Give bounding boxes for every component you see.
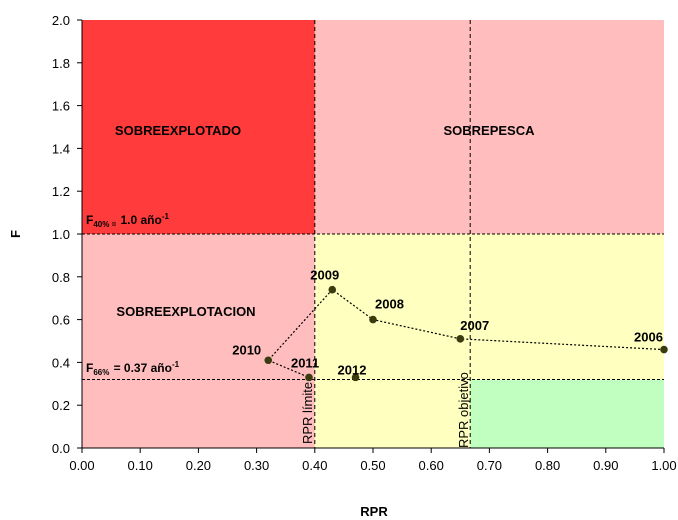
reference-lines bbox=[82, 20, 664, 448]
f40-label: F40% = 1.0 año-1 bbox=[86, 212, 170, 229]
y-tick-label: 1.2 bbox=[52, 184, 70, 199]
zone-backgrounds bbox=[82, 20, 664, 448]
zone-0 bbox=[82, 20, 315, 234]
x-tick-label: 0.00 bbox=[69, 458, 94, 473]
trajectory-path bbox=[267, 288, 665, 378]
y-tick-label: 1.8 bbox=[52, 56, 70, 71]
point-2010 bbox=[264, 356, 273, 365]
point-label-2007: 2007 bbox=[460, 318, 489, 333]
zone-label-sobreexplotacion: SOBREEXPLOTACION bbox=[116, 304, 255, 319]
x-tick-label: 0.60 bbox=[419, 458, 444, 473]
point-2011 bbox=[305, 373, 313, 382]
x-tick-label: 0.10 bbox=[128, 458, 153, 473]
point-label-2012: 2012 bbox=[338, 362, 367, 377]
zone-1 bbox=[314, 20, 664, 234]
point-2009 bbox=[328, 285, 337, 294]
axes: 0.00 0.10 0.20 0.30 0.40 0.50 0.60 0.70 0.80 0.90… bbox=[52, 13, 677, 473]
point-2006 bbox=[660, 345, 668, 354]
zone-5 bbox=[470, 379, 664, 448]
data-points bbox=[264, 285, 668, 382]
y-tick-label: 1.4 bbox=[52, 141, 70, 156]
point-label-2009: 2009 bbox=[310, 268, 339, 283]
point-label-2011: 2011 bbox=[291, 355, 319, 370]
rpr-objetivo-label: RPR objetivo bbox=[456, 372, 471, 448]
zone-3 bbox=[314, 234, 664, 380]
x-tick-label: 0.50 bbox=[360, 458, 385, 473]
point-2007 bbox=[456, 335, 465, 343]
y-tick-label: 0.4 bbox=[52, 355, 70, 370]
point-2012 bbox=[351, 373, 360, 382]
x-tick-label: 0.70 bbox=[477, 458, 502, 473]
trajectory-line bbox=[267, 288, 665, 378]
x-tick-label: 1.00 bbox=[651, 458, 676, 473]
y-tick-label: 2.0 bbox=[52, 13, 70, 28]
zone-2 bbox=[82, 234, 315, 448]
x-axis-title: RPR bbox=[360, 504, 388, 519]
text-labels: 2006 2007 2008 2009 2010 2011 2012 bbox=[232, 268, 663, 378]
point-label-2010: 2010 bbox=[232, 342, 261, 357]
x-tick-label: 0.40 bbox=[302, 458, 327, 473]
y-tick-label: 0.6 bbox=[52, 313, 70, 328]
f66-label: F66% = 0.37 año-1 bbox=[86, 360, 180, 377]
point-2008 bbox=[369, 315, 377, 324]
zone-label-sobrepesca: SOBREPESCA bbox=[443, 123, 535, 138]
y-tick-label: 1.6 bbox=[52, 99, 70, 114]
zone-4 bbox=[314, 379, 471, 448]
y-axis-title: F bbox=[8, 230, 23, 238]
x-tick-label: 0.30 bbox=[244, 458, 269, 473]
x-tick-label: 0.90 bbox=[593, 458, 618, 473]
y-tick-label: 0.8 bbox=[52, 270, 70, 285]
x-tick-label: 0.20 bbox=[186, 458, 211, 473]
point-label-2008: 2008 bbox=[375, 297, 404, 312]
x-tick-label: 0.80 bbox=[535, 458, 560, 473]
y-tick-label: 1.0 bbox=[52, 227, 70, 242]
point-label-2006: 2006 bbox=[634, 330, 663, 345]
zone-label-sobreexplotado: SOBREEXPLOTADO bbox=[115, 123, 241, 138]
rpr-limite-label: RPR límite bbox=[300, 382, 315, 444]
y-tick-label: 0.2 bbox=[52, 398, 70, 413]
y-tick-label: 0.0 bbox=[52, 441, 70, 456]
